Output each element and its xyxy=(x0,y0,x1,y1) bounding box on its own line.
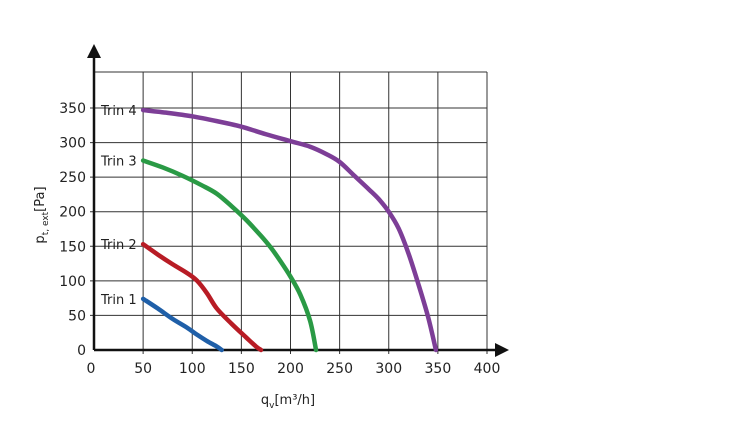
x-axis-label-main: q xyxy=(261,393,269,408)
x-tick-label-200: 200 xyxy=(277,361,304,377)
series: Trin 1 Trin 2 Trin 3 Trin 4 xyxy=(100,104,439,353)
y-tick-label-150: 150 xyxy=(59,239,86,255)
x-axis-arrow xyxy=(495,343,509,357)
x-tick-label-250: 250 xyxy=(326,361,353,377)
series-label-trin-1: Trin 1 xyxy=(100,293,137,308)
y-tick-label-0: 0 xyxy=(77,343,86,359)
x-axis-label-unit: [m³/h] xyxy=(274,393,315,408)
y-axis-label-sub: t, ext xyxy=(41,211,51,235)
y-tick-label-350: 350 xyxy=(59,101,86,117)
x-tick-label-400: 400 xyxy=(474,361,501,377)
series-label-trin-4: Trin 4 xyxy=(100,104,137,119)
x-tick-label-350: 350 xyxy=(425,361,452,377)
y-axis-arrow xyxy=(87,44,101,58)
series-label-trin-3: Trin 3 xyxy=(100,155,137,170)
series-line-trin-2 xyxy=(140,241,264,353)
x-tick-label-300: 300 xyxy=(375,361,402,377)
y-axis-label-unit: [Pa] xyxy=(33,186,48,211)
series-line-trin-3 xyxy=(140,158,319,353)
tick-labels: 0 50 100 150 200 250 300 350 400 0 50 100 150 200 250 3… xyxy=(59,101,500,377)
x-tick-label-0: 0 xyxy=(87,361,96,377)
series-line-trin-4 xyxy=(140,107,439,353)
y-tick-label-250: 250 xyxy=(59,170,86,186)
y-axis-label: pt, ext[Pa] xyxy=(33,186,51,243)
x-tick-label-150: 150 xyxy=(228,361,255,377)
y-tick-label-200: 200 xyxy=(59,205,86,221)
series-label-trin-2: Trin 2 xyxy=(100,238,137,253)
axes xyxy=(87,44,509,357)
y-tick-label-100: 100 xyxy=(59,274,86,290)
y-tick-label-50: 50 xyxy=(68,308,86,324)
series-line-trin-1 xyxy=(140,296,224,353)
x-axis-label: qv[m³/h] xyxy=(261,393,315,411)
y-axis-label-main: p xyxy=(33,235,48,243)
x-tick-label-100: 100 xyxy=(179,361,206,377)
x-axis-label-sub: v xyxy=(269,401,275,411)
y-tick-label-300: 300 xyxy=(59,136,86,152)
x-tick-label-50: 50 xyxy=(134,361,152,377)
